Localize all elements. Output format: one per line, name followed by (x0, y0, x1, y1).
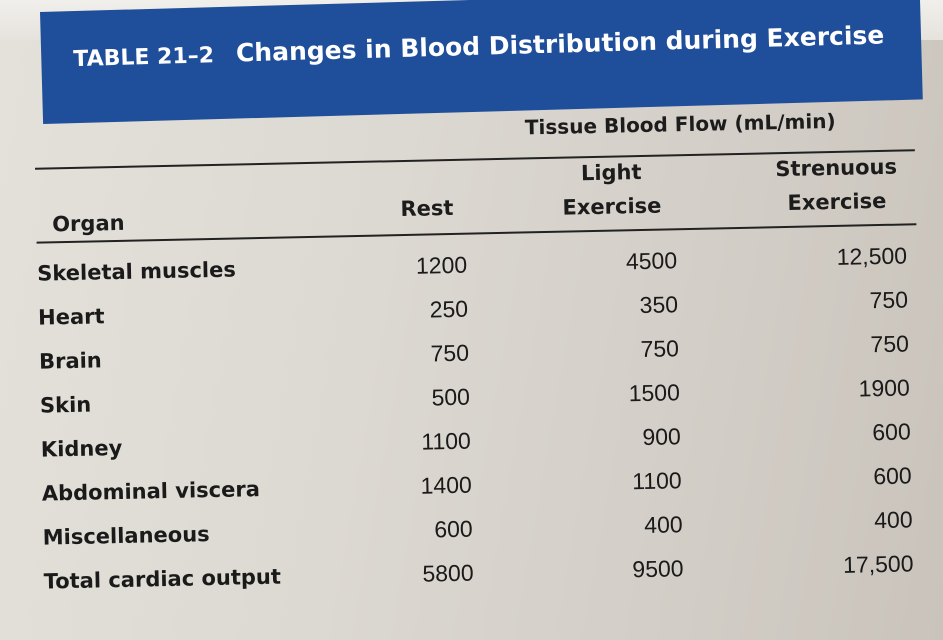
strenuous-exercise-cell: 750 (870, 330, 910, 358)
organ-cell: Abdominal viscera (41, 477, 261, 506)
rest-cell: 1200 (415, 251, 468, 279)
organ-cell: Miscellaneous (42, 522, 210, 550)
organ-cell: Total cardiac output (43, 564, 282, 594)
blood-distribution-table: Tissue Blood Flow (mL/min) Organ Rest Li… (20, 101, 930, 630)
light-exercise-cell: 750 (640, 335, 680, 363)
rest-cell: 5800 (422, 559, 474, 587)
col-header-organ: Organ (51, 210, 125, 237)
table-title: TABLE 21–2 Changes in Blood Distribution … (73, 18, 894, 77)
strenuous-exercise-cell: 600 (872, 462, 912, 490)
col-header-rest: Rest (400, 195, 454, 222)
strenuous-exercise-cell: 750 (869, 286, 909, 314)
light-exercise-cell: 9500 (632, 555, 684, 583)
strenuous-exercise-cell: 1900 (858, 374, 911, 402)
light-exercise-cell: 900 (642, 423, 682, 451)
organ-cell: Skeletal muscles (36, 257, 237, 286)
col-header-light: Light Exercise (541, 154, 682, 225)
organ-cell: Skin (39, 392, 92, 418)
col-header-strenuous-line2: Exercise (787, 188, 887, 215)
light-exercise-cell: 1100 (631, 467, 682, 495)
col-header-light-line2: Exercise (562, 193, 662, 220)
table-title-text: Changes in Blood Distribution during Exe… (235, 20, 885, 68)
organ-cell: Kidney (40, 435, 123, 462)
rest-cell: 1100 (421, 427, 472, 455)
light-exercise-cell: 4500 (625, 247, 678, 275)
table-label: TABLE 21–2 (72, 43, 215, 73)
light-exercise-cell: 350 (639, 291, 679, 319)
strenuous-exercise-cell: 400 (873, 506, 913, 534)
strenuous-exercise-cell: 17,500 (842, 550, 914, 578)
rest-cell: 500 (431, 383, 471, 411)
strenuous-exercise-cell: 12,500 (836, 242, 908, 270)
light-exercise-cell: 1500 (628, 379, 681, 407)
rest-cell: 600 (434, 515, 473, 543)
rest-cell: 1400 (420, 471, 473, 499)
light-exercise-cell: 400 (643, 511, 683, 539)
col-header-strenuous: Strenuous Exercise (761, 149, 912, 220)
strenuous-exercise-cell: 600 (872, 418, 911, 446)
group-header: Tissue Blood Flow (mL/min) (524, 108, 836, 140)
rest-cell: 750 (430, 339, 470, 367)
organ-cell: Brain (38, 348, 102, 374)
col-header-strenuous-line1: Strenuous (775, 154, 898, 182)
col-header-light-line1: Light (580, 159, 642, 186)
organ-cell: Heart (37, 304, 105, 330)
rest-cell: 250 (429, 295, 469, 323)
